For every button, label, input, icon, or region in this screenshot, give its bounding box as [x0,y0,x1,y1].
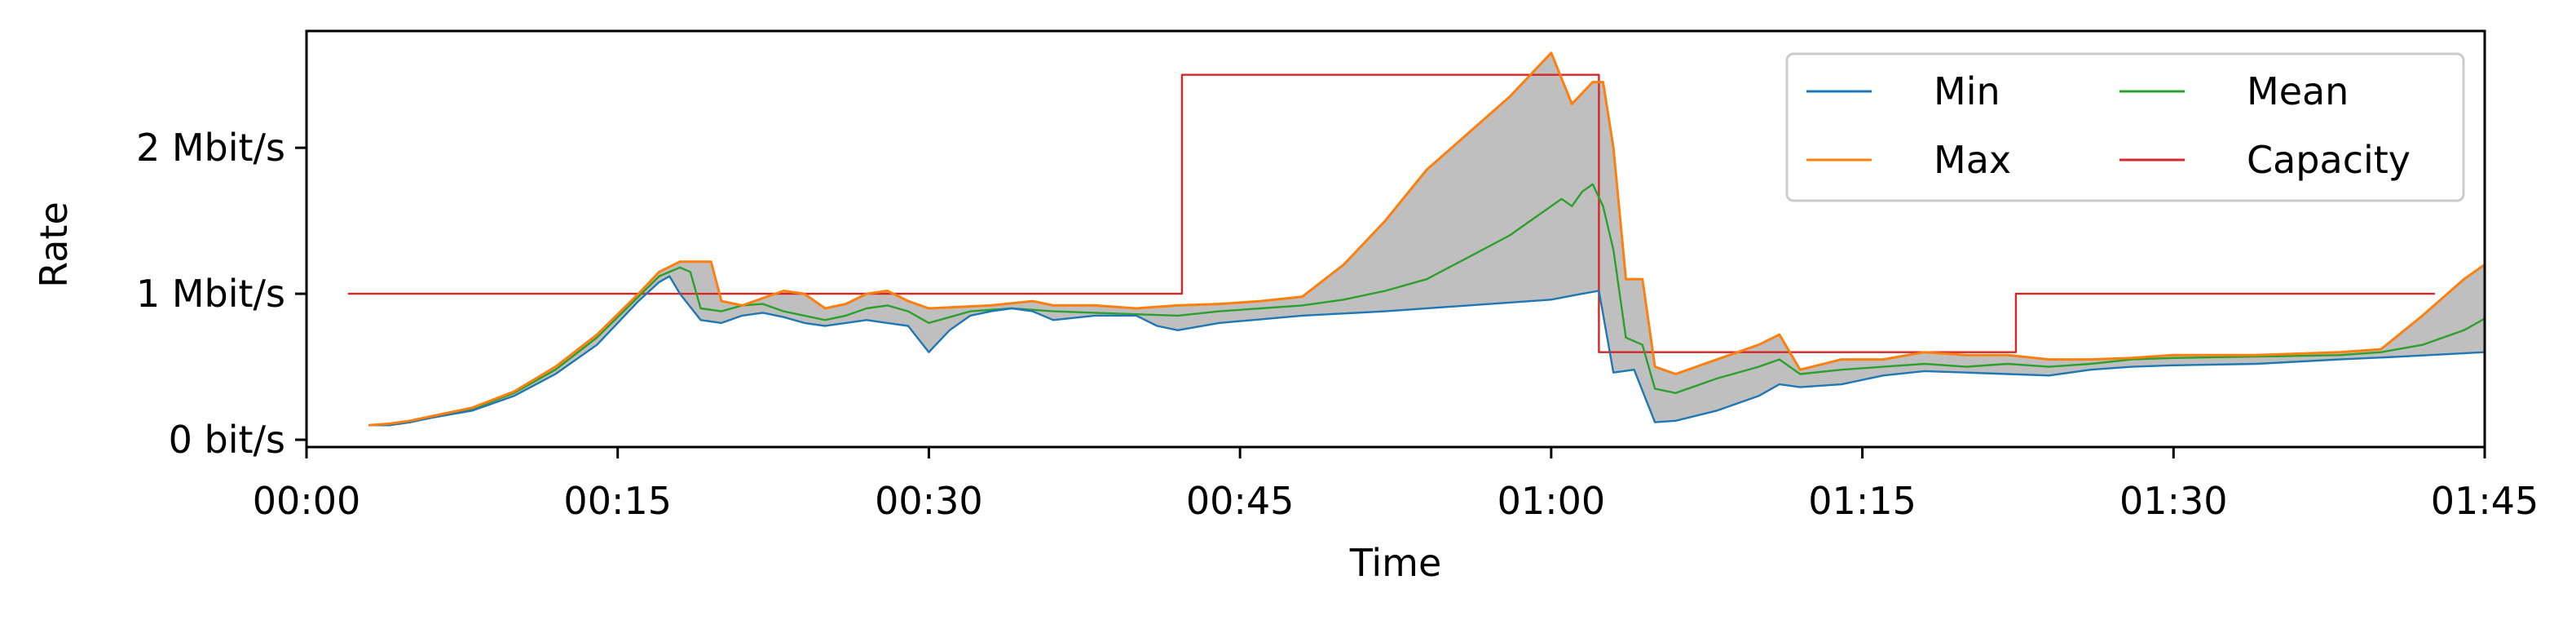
legend-entry-min: Min [1806,69,2000,113]
y-tick-label: 0 bit/s [169,418,285,462]
plot-frame [305,29,2486,449]
x-tick-label: 01:45 [2431,479,2539,523]
min-max-band [368,52,2485,426]
legend-label: Max [1934,138,2011,182]
x-tick-label: 01:30 [2119,479,2228,523]
legend-entry-max: Max [1806,138,2011,182]
x-axis: 00:00 00:15 00:30 00:45 01:00 01:15 01:30 01:45 [253,447,2539,523]
legend-label: Mean [2247,69,2349,113]
x-tick-label: 00:15 [563,479,672,523]
series-line-mean [368,183,2485,427]
x-tick-label: 00:45 [1186,479,1295,523]
legend-box [1785,52,2465,202]
legend-label: Capacity [2247,138,2411,182]
series-line-max [368,51,2485,427]
plot-area [347,51,2485,427]
legend-entry-capacity: Capacity [2119,138,2411,182]
legend-entry-mean: Mean [2119,69,2349,113]
y-tick-label: 1 Mbit/s [136,272,285,316]
series-line-min [368,275,2485,427]
x-tick-label: 00:30 [875,479,983,523]
x-axis-label: Time [1349,541,1442,585]
x-tick-label: 01:00 [1498,479,1606,523]
y-axis: 0 bit/s 1 Mbit/s 2 Mbit/s [136,126,307,462]
y-tick-label: 2 Mbit/s [136,126,285,170]
x-tick-label: 00:00 [253,479,361,523]
legend: Min Max Mean Capacity [1785,52,2465,202]
y-axis-label: Rate [32,202,76,287]
x-tick-label: 01:15 [1808,479,1917,523]
legend-label: Min [1934,69,2000,113]
series-line-capacity [347,73,2435,353]
